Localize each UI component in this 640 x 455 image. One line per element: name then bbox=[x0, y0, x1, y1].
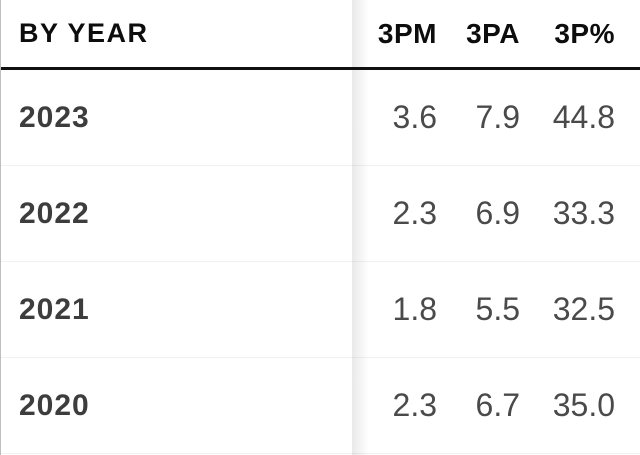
table-row: 2022 2.3 6.9 33.3 bbox=[1, 166, 640, 262]
row-year-label: 2020 bbox=[19, 388, 90, 422]
table-header-row: BY YEAR 3PM 3PA 3P% bbox=[1, 0, 640, 70]
stat-cell-3ppct: 32.5 bbox=[552, 291, 615, 327]
table-row: 2023 3.6 7.9 44.8 bbox=[1, 70, 640, 166]
table-title: BY YEAR bbox=[19, 18, 149, 48]
stat-cell-3ppct: 33.3 bbox=[552, 195, 615, 231]
row-year-label: 2021 bbox=[19, 292, 90, 326]
stat-cell-3pa: 5.5 bbox=[475, 291, 520, 327]
table-row: 2020 2.3 6.7 35.0 bbox=[1, 358, 640, 454]
row-year-label: 2022 bbox=[19, 196, 90, 230]
column-header-3pa: 3PA bbox=[466, 17, 520, 49]
stat-cell-3pa: 7.9 bbox=[475, 99, 520, 135]
stat-cell-3pa: 6.7 bbox=[475, 387, 520, 423]
stat-cell-3ppct: 44.8 bbox=[552, 99, 615, 135]
stat-cell-3pm: 2.3 bbox=[392, 195, 437, 231]
stat-cell-3pm: 2.3 bbox=[392, 387, 437, 423]
stat-cell-3pm: 1.8 bbox=[392, 291, 437, 327]
column-header-3pm: 3PM bbox=[377, 17, 437, 49]
table-row: 2021 1.8 5.5 32.5 bbox=[1, 262, 640, 358]
column-header-3ppct: 3P% bbox=[554, 17, 615, 49]
row-year-label: 2023 bbox=[19, 100, 90, 134]
stat-cell-3pa: 6.9 bbox=[475, 195, 520, 231]
stat-cell-3ppct: 35.0 bbox=[552, 387, 615, 423]
stat-cell-3pm: 3.6 bbox=[392, 99, 437, 135]
